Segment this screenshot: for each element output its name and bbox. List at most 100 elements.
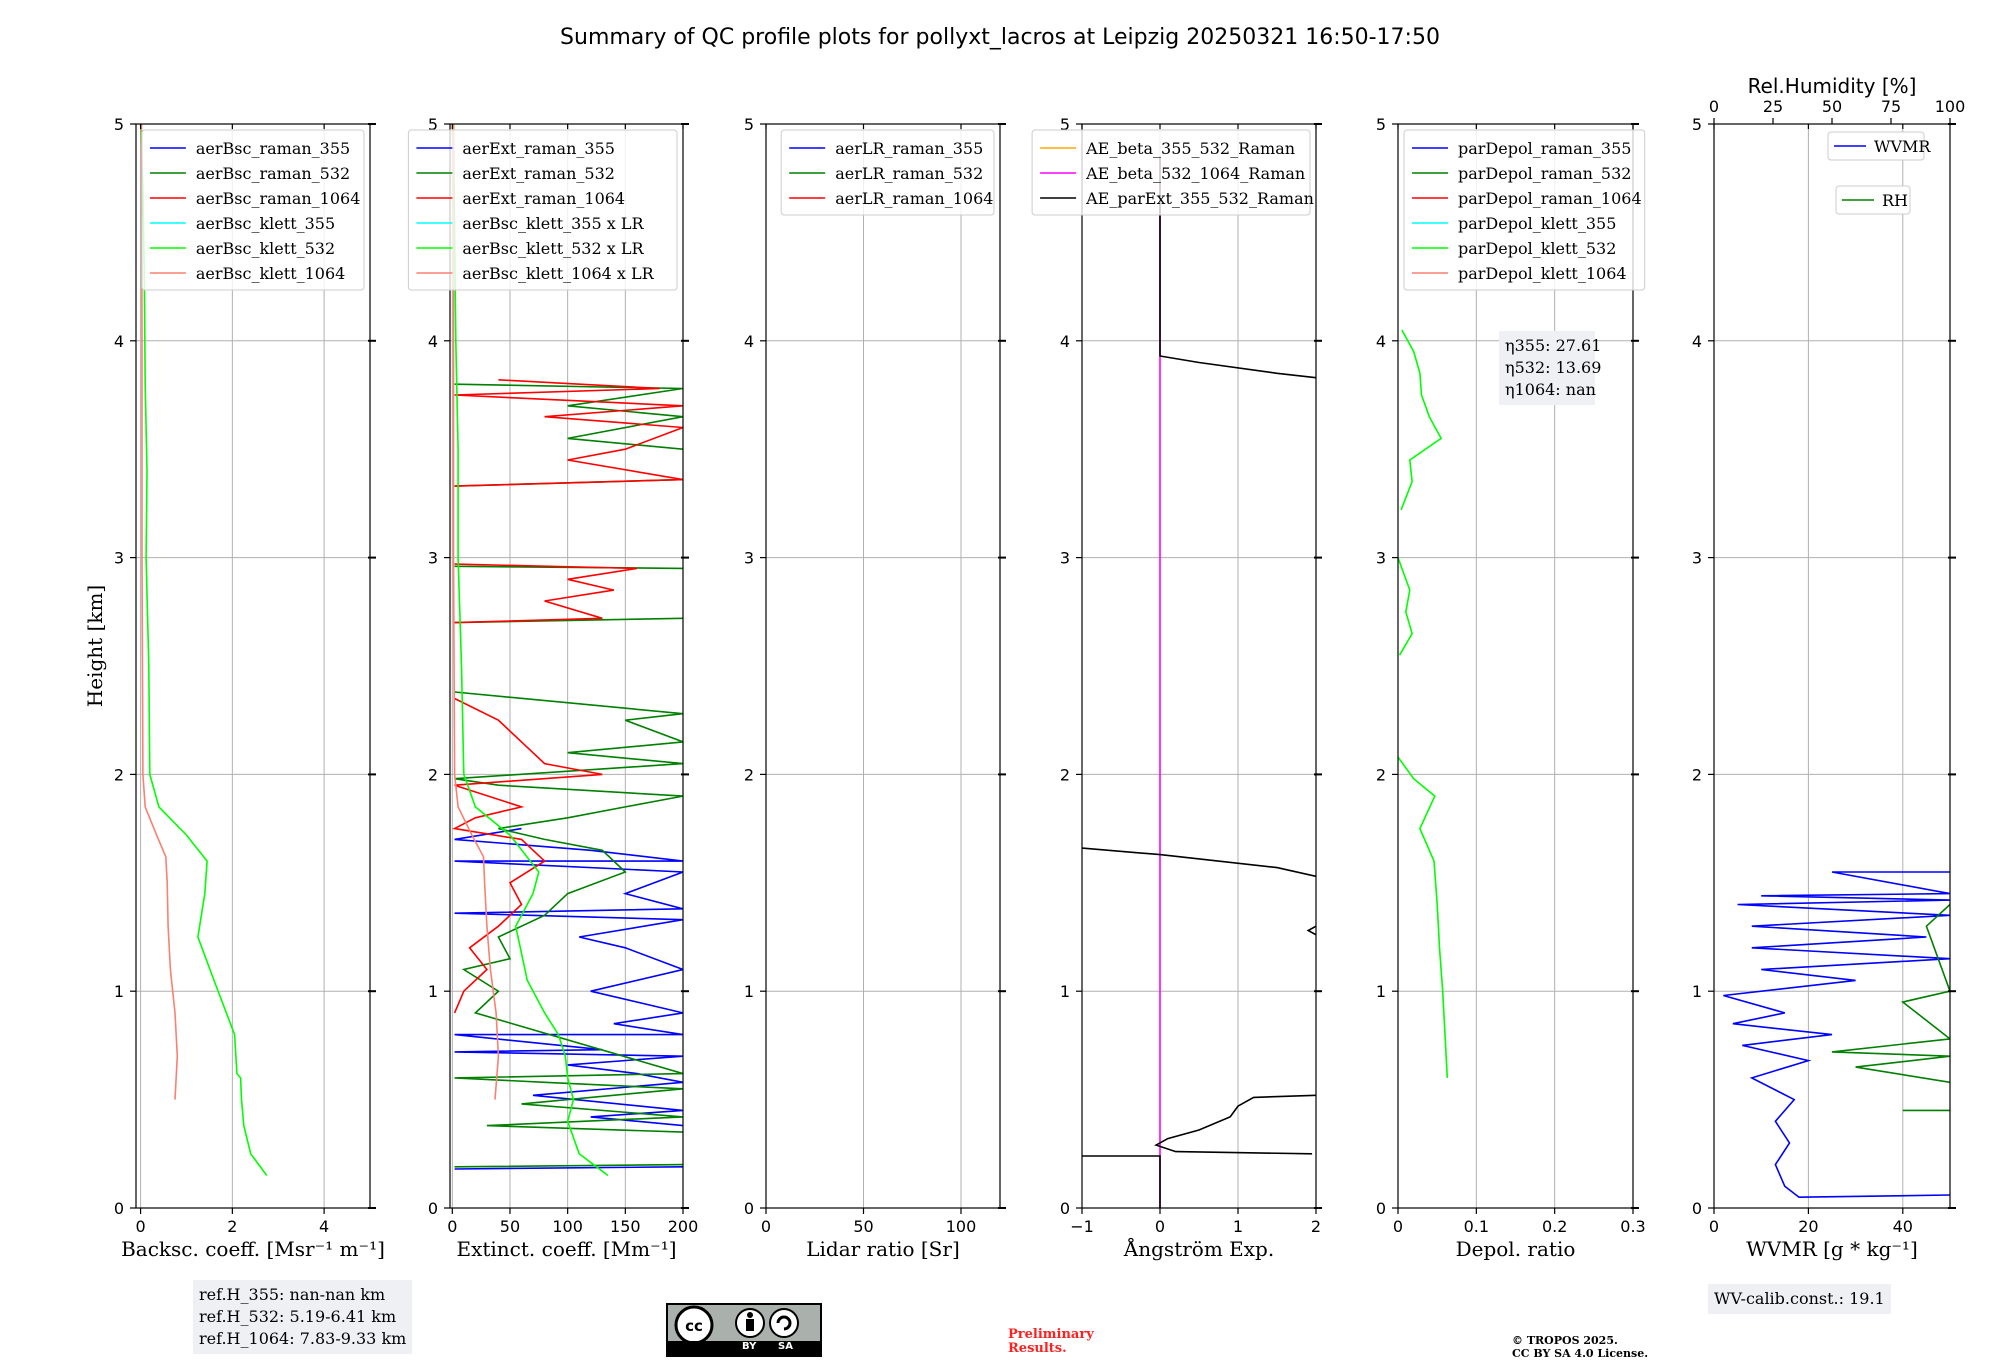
x2-tick-label: 25 — [1763, 97, 1783, 116]
legend-box — [1031, 129, 1311, 216]
x-axis-label: Depol. ratio — [1456, 1237, 1576, 1261]
legend-entry: aerExt_raman_1064 — [462, 189, 625, 208]
wv-calibration-text: WV-calib.const.: 19.1 — [1714, 1289, 1885, 1308]
refh-532: ref.H_532: 5.19-6.41 km — [199, 1307, 397, 1326]
x-tick-label: 150 — [610, 1217, 641, 1236]
x-tick-label: 0 — [447, 1217, 457, 1236]
eta-annotation-line: η532: 13.69 — [1505, 358, 1601, 377]
preliminary-line-2: Results. — [1008, 1341, 1067, 1356]
eta-annotation-line: η1064: nan — [1505, 380, 1596, 399]
x-tick-label: 50 — [853, 1217, 873, 1236]
x2-tick-label: 100 — [1935, 97, 1966, 116]
legend-entry: parDepol_klett_355 — [1458, 214, 1616, 233]
eta-annotation-line: η355: 27.61 — [1505, 336, 1601, 355]
legend-box — [1827, 131, 1925, 161]
x-axis-label: Backsc. coeff. [Msr⁻¹ m⁻¹] — [121, 1237, 385, 1261]
legend-entry: parDepol_klett_532 — [1458, 239, 1616, 258]
figure-title: Summary of QC profile plots for pollyxt_… — [560, 25, 1440, 50]
y-tick-label: 3 — [428, 549, 438, 568]
y-tick-label: 3 — [1376, 549, 1386, 568]
series-line-RH — [1831, 903, 1950, 1112]
legend-entry: aerExt_raman_532 — [462, 164, 615, 183]
y-tick-label: 2 — [114, 765, 124, 784]
y-tick-label: 5 — [114, 115, 124, 134]
legend-entry: aerLR_raman_1064 — [835, 189, 993, 208]
legend-entry: AE_parExt_355_532_Raman — [1085, 189, 1314, 208]
legend-entry: aerBsc_klett_355 x LR — [462, 214, 644, 233]
cc-sa-label: SA — [778, 1341, 793, 1352]
y-tick-label: 4 — [1376, 332, 1386, 351]
x2-axis-label: Rel.Humidity [%] — [1748, 74, 1917, 98]
x-tick-label: 50 — [500, 1217, 520, 1236]
cc-license-badge: cc BY SA — [666, 1303, 822, 1357]
x-tick-label: −1 — [1070, 1217, 1094, 1236]
x2-tick-label: 50 — [1822, 97, 1842, 116]
y-tick-label: 0 — [1692, 1199, 1702, 1218]
x-tick-label: 0 — [1155, 1217, 1165, 1236]
x-tick-label: 0 — [135, 1217, 145, 1236]
y-tick-label: 2 — [744, 765, 754, 784]
y-tick-label: 4 — [744, 332, 754, 351]
x-tick-label: 2 — [1311, 1217, 1321, 1236]
panel-1: 0 2 4 0 1 2 3 4 5 Backsc. coeff. [Msr⁻¹ m⁻¹] aerBs… — [114, 115, 385, 1261]
y-axis-label: Height [km] — [83, 585, 107, 707]
y-tick-label: 5 — [428, 115, 438, 134]
y-tick-label: 0 — [1060, 1199, 1070, 1218]
copyright-line-2: CC BY SA 4.0 License. — [1512, 1347, 1649, 1360]
y-tick-label: 3 — [1692, 549, 1702, 568]
legend-entry: RH — [1882, 191, 1908, 210]
preliminary-note: Preliminary Results. — [1008, 1328, 1094, 1356]
panel-3: 0 50 100 0 1 2 3 4 5 Lidar ratio [Sr] aerLR_raman_… — [744, 115, 1006, 1261]
y-tick-label: 4 — [1692, 332, 1702, 351]
cc-logo-icon: cc — [674, 1305, 799, 1341]
series-line-aerBsc_klett_532 — [139, 124, 268, 1176]
y-tick-label: 0 — [114, 1199, 124, 1218]
legend-entry: AE_beta_355_532_Raman — [1085, 139, 1295, 158]
refh-355: ref.H_355: nan-nan km — [199, 1285, 386, 1304]
y-tick-label: 3 — [1060, 549, 1070, 568]
eta-annotation-box — [1499, 331, 1595, 405]
wv-calibration-box: WV-calib.const.: 19.1 — [1708, 1284, 1891, 1314]
y-tick-label: 1 — [1692, 982, 1702, 1001]
y-tick-label: 0 — [1376, 1199, 1386, 1218]
series-line-aerBsc_klett_1064 — [140, 124, 179, 1100]
legend-entry: AE_beta_532_1064_Raman — [1085, 164, 1305, 183]
y-tick-label: 5 — [1060, 115, 1070, 134]
x-tick-label: 100 — [552, 1217, 583, 1236]
reference-height-box: ref.H_355: nan-nan km ref.H_532: 5.19-6.… — [193, 1280, 413, 1354]
x-tick-label: 4 — [319, 1217, 329, 1236]
series-line-WVMR — [1723, 871, 1950, 1199]
plot-frame — [1397, 123, 1634, 1209]
y-tick-label: 2 — [428, 765, 438, 784]
plot-frame — [765, 123, 1001, 1209]
x-tick-label: 1 — [1233, 1217, 1243, 1236]
series-line-AE_parExt_355_532_Raman — [1082, 156, 1316, 1208]
series-line-aerBsc_klett_532 x LR — [452, 124, 609, 1177]
x-axis-label: Extinct. coeff. [Mm⁻¹] — [456, 1237, 676, 1261]
series-line-aerBsc_klett_1064 x LR — [452, 124, 500, 1100]
y-tick-label: 2 — [1376, 765, 1386, 784]
y-tick-label: 5 — [1692, 115, 1702, 134]
x-axis-label: Lidar ratio [Sr] — [806, 1237, 960, 1261]
x-tick-label: 100 — [946, 1217, 977, 1236]
y-tick-label: 2 — [1692, 765, 1702, 784]
x-tick-label: 200 — [668, 1217, 699, 1236]
y-tick-label: 4 — [114, 332, 124, 351]
x2-tick-label: 75 — [1881, 97, 1901, 116]
legend-box — [141, 129, 365, 291]
legend-entry: aerLR_raman_355 — [835, 139, 983, 158]
legend-entry: aerBsc_raman_355 — [196, 139, 350, 158]
x-axis-label: WVMR [g * kg⁻¹] — [1746, 1237, 1918, 1261]
cc-logo-text: cc — [685, 1317, 703, 1335]
legend-entry: aerLR_raman_532 — [835, 164, 983, 183]
y-tick-label: 2 — [1060, 765, 1070, 784]
x-tick-label: 20 — [1798, 1217, 1818, 1236]
x-tick-label: 0 — [761, 1217, 771, 1236]
legend-entry: WVMR — [1874, 137, 1931, 156]
y-tick-label: 1 — [1376, 982, 1386, 1001]
x-tick-label: 0.3 — [1620, 1217, 1645, 1236]
legend-entry: aerBsc_klett_355 — [196, 214, 335, 233]
y-tick-label: 1 — [114, 982, 124, 1001]
